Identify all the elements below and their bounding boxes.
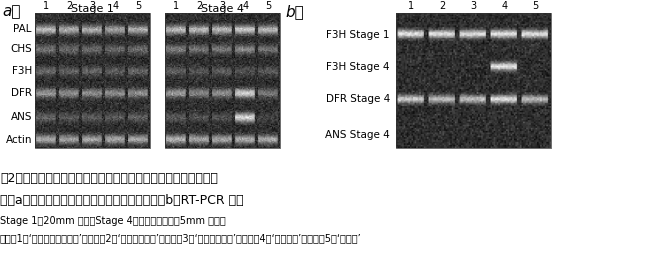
Text: a．ノーザンハイブリダイゼーション解析、b．RT-PCR 解析: a．ノーザンハイブリダイゼーション解析、b．RT-PCR 解析: [0, 194, 243, 207]
Text: 3: 3: [470, 1, 476, 11]
Bar: [35, 13, 150, 148]
Text: F3H: F3H: [12, 66, 32, 76]
Text: ANS: ANS: [11, 112, 32, 122]
Text: Actin: Actin: [5, 135, 32, 145]
Text: 2: 2: [196, 1, 203, 11]
Text: F3H Stage 1: F3H Stage 1: [326, 30, 390, 39]
Text: 1: 1: [174, 1, 180, 11]
Text: Stage 1: Stage 1: [71, 4, 114, 14]
Text: 3: 3: [219, 1, 226, 11]
Bar: [165, 13, 280, 148]
Text: a．: a．: [2, 4, 20, 19]
Text: b．: b．: [285, 4, 304, 19]
Text: 2: 2: [66, 1, 72, 11]
Text: F3H Stage 4: F3H Stage 4: [326, 62, 390, 72]
Text: ANS Stage 4: ANS Stage 4: [325, 130, 390, 140]
Text: DFR: DFR: [11, 88, 32, 98]
Text: DFR Stage 4: DFR Stage 4: [326, 94, 390, 104]
Bar: [396, 13, 551, 148]
Text: 4: 4: [501, 1, 507, 11]
Text: 1: 1: [409, 1, 415, 11]
Text: 図2　カーネーションにおけるフラボノイド生合成遺伝子の発現: 図2 カーネーションにおけるフラボノイド生合成遺伝子の発現: [0, 172, 218, 185]
Text: Stage 4: Stage 4: [201, 4, 244, 14]
Text: 4: 4: [113, 1, 118, 11]
Text: 1: 1: [43, 1, 49, 11]
Text: 2: 2: [440, 1, 445, 11]
Text: 4: 4: [242, 1, 249, 11]
Text: 3: 3: [89, 1, 95, 11]
Text: 5: 5: [532, 1, 539, 11]
Text: レーン1：‘ホワイトマインド’、レーン2：‘ユーコンシム’、レーン3：‘ホワイトシム’、レーン4：‘スケニア’、レーン5：‘カリー’: レーン1：‘ホワイトマインド’、レーン2：‘ユーコンシム’、レーン3：‘ホワイト…: [0, 233, 362, 243]
Text: CHS: CHS: [11, 44, 32, 54]
Text: 5: 5: [136, 1, 141, 11]
Text: Stage 1：20mm の蕾，Stage 4：がくから花弁が5mm 出た蕾: Stage 1：20mm の蕾，Stage 4：がくから花弁が5mm 出た蕾: [0, 216, 226, 226]
Text: 5: 5: [265, 1, 272, 11]
Text: PAL: PAL: [14, 24, 32, 34]
